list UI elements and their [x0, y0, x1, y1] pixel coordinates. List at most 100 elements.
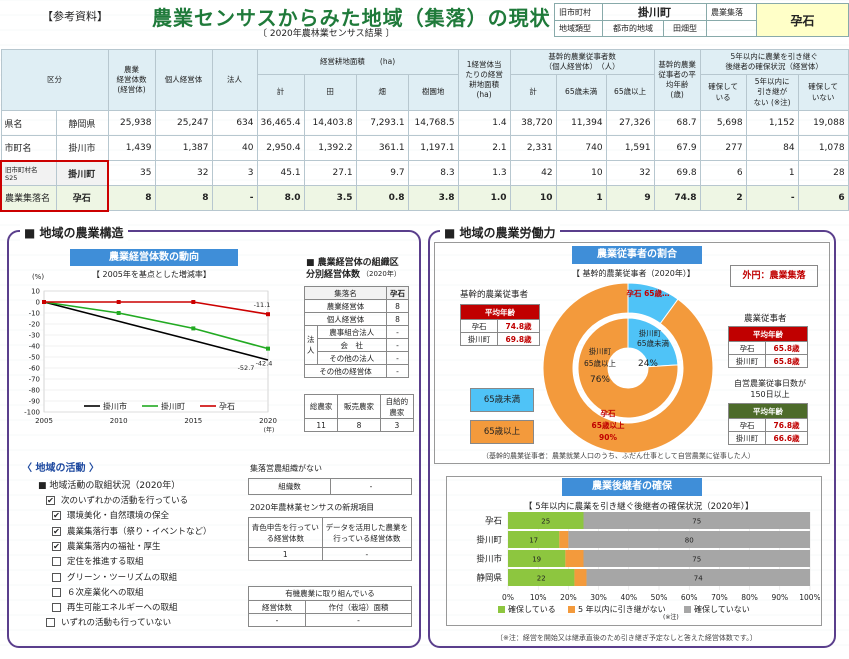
table-cell: 2,331: [509, 135, 557, 161]
donut-label-inner-under: 65歳未満: [637, 338, 670, 348]
table-row: 農業集落名 孕石 8 8-8.0 3.5 0.8 3.8 1.0 10 1 9 74.8 2-6: [0, 185, 849, 212]
trend-chart-subtitle: 【 2005年を基点とした増減率】: [92, 270, 211, 279]
succ-x-tick: 40%: [620, 593, 637, 602]
left-age-table: 平均年齢 孕石 74.8歳 掛川町 69.8歳: [459, 304, 540, 346]
area-info-box: 旧市町村 掛川町 農業集落 孕石 地域類型 都市的地域 田畑型: [554, 3, 849, 37]
empty-checkbox-icon[interactable]: [52, 603, 61, 613]
table-cell: 84: [745, 135, 799, 161]
table-cell: 32: [154, 160, 213, 186]
organic-v1: -: [247, 613, 307, 627]
activity-label: 環境美化・自然環境の保全: [67, 511, 170, 522]
old-town-value: 掛川町: [602, 3, 707, 21]
org-row-value: -: [386, 338, 409, 352]
table-cell: 14,768.5: [407, 110, 459, 136]
org-row-value: 8: [386, 312, 409, 326]
new-v1: 1: [248, 547, 323, 561]
trend-y-tick: -80: [29, 387, 40, 395]
table-cell: 32: [605, 160, 655, 186]
activity-label: いずれの活動も行っていない: [61, 618, 172, 629]
row-level-label: 市町名: [0, 135, 57, 161]
table-cell: 1: [555, 185, 607, 211]
donut-inner-over65: [577, 317, 679, 419]
col-indiv: 個人経営体: [154, 49, 213, 111]
table-cell: 2,950.4: [256, 135, 305, 161]
col-wtotal: 計: [509, 74, 557, 111]
table-cell: 45.1: [256, 160, 305, 186]
outer-circle-label: 外円：農業集落: [730, 265, 818, 287]
checked-checkbox-icon[interactable]: ✔: [52, 541, 61, 551]
empty-checkbox-icon[interactable]: [52, 572, 61, 582]
sales-h1: 総農家: [303, 394, 339, 419]
org-row-label: その他の経営体: [304, 364, 387, 378]
table-cell: 9.7: [355, 160, 409, 186]
successor-subtitle: 【 5年以内に農業を引き継ぐ後継者の確保状況（2020年）】: [524, 502, 754, 512]
table-cell: 14,403.8: [303, 110, 357, 136]
row-name: 掛川市: [55, 135, 109, 161]
row-name: 静岡県: [55, 110, 109, 136]
donut-label-outer-over: 65歳以上: [592, 420, 625, 430]
checked-checkbox-icon[interactable]: ✔: [52, 526, 61, 536]
checked-checkbox-icon[interactable]: ✔: [52, 511, 61, 521]
organic-h1: 経営体数: [247, 600, 307, 614]
succ-legend-label: 確保している: [508, 604, 556, 614]
org-row-label: 農事組合法人: [316, 325, 387, 339]
trend-y-tick: -100: [24, 409, 40, 417]
col-s3: 確保して いない: [797, 74, 849, 111]
self-age-val-2: 66.6歳: [765, 431, 808, 445]
farm-org-value: -: [330, 478, 412, 495]
ratio-subtitle: 【 基幹的農業従事者（2020年）】: [572, 269, 695, 278]
new-h1: 青色申告を行ってい る経営体数: [248, 517, 323, 548]
new-items-title: 2020年農林業センサスの新規項目: [250, 503, 375, 512]
donut-label-outer-name: 孕石: [601, 409, 616, 418]
trend-x-tick: 2020: [259, 417, 277, 425]
table-cell: 3.8: [407, 185, 459, 211]
trend-x-tick: 2005: [35, 417, 53, 425]
trend-legend-label: 掛川町: [161, 401, 185, 411]
row-name: 孕石: [55, 185, 109, 212]
trend-y-label: (%): [32, 273, 44, 281]
activity-label: ６次産業化への取組: [67, 587, 144, 598]
donut-label-outer-over-pct: 90%: [599, 433, 617, 442]
trend-x-tick: 2010: [110, 417, 128, 425]
row-level-label: 旧市町村名 S25: [0, 159, 57, 186]
table-cell: 1.3: [457, 160, 511, 186]
succ-category-label: 静岡県: [476, 573, 502, 584]
table-cell: 634: [211, 110, 258, 136]
table-cell: 74.8: [653, 185, 701, 211]
self-age-table: 平均年齢 孕石 76.8歳 掛川町 66.6歳: [727, 403, 808, 445]
trend-y-tick: -60: [29, 365, 40, 373]
activity-subtitle: ■ 地域活動の取組状況（2020年）: [38, 481, 181, 491]
activity-item: 定住を推進する取組: [52, 555, 144, 567]
trend-point: [266, 312, 270, 317]
succ-x-tick: 10%: [530, 593, 547, 602]
activity-item: ✔ 次のいずれかの活動を行っている: [46, 494, 188, 506]
activity-label: 定住を推進する取組: [67, 557, 144, 568]
area-type-value-2: 田畑型: [663, 20, 707, 37]
trend-y-tick: -20: [29, 321, 40, 329]
table-cell: 1,078: [797, 135, 849, 161]
empty-checkbox-icon[interactable]: [52, 557, 61, 567]
worker-label: 農業従事者: [744, 314, 787, 324]
table-cell: -: [745, 185, 799, 211]
succ-x-tick: 0%: [502, 593, 514, 602]
succ-bar-segment: [508, 531, 560, 548]
sales-h2: 販売農家: [337, 394, 381, 419]
page-subtitle: 〔 2020年農林業センサス結果 〕: [258, 29, 395, 39]
org-houjin-label: 法 人: [304, 325, 318, 365]
donut-label-inner-over-pct: 76%: [590, 375, 610, 385]
org-header-cell: 集落名: [304, 286, 387, 300]
succ-legend-label: 5 年以内に引き継がない: [578, 604, 666, 614]
right-age-val-1: 65.8歳: [765, 341, 808, 355]
trend-y-tick: -10: [29, 310, 40, 318]
succ-category-label: 孕石: [485, 517, 502, 527]
empty-checkbox-icon[interactable]: [52, 587, 61, 597]
farm-org-table: 組織数 -: [248, 478, 412, 495]
table-cell: 38,720: [509, 110, 557, 136]
table-cell: 27,326: [605, 110, 655, 136]
empty-checkbox-icon[interactable]: [46, 618, 55, 628]
table-cell: 1.0: [457, 185, 511, 211]
checked-checkbox-icon[interactable]: ✔: [46, 496, 55, 505]
org-row-value: -: [386, 351, 409, 365]
table-cell: 68.7: [653, 110, 701, 136]
succ-bar-value: 75: [692, 556, 701, 564]
